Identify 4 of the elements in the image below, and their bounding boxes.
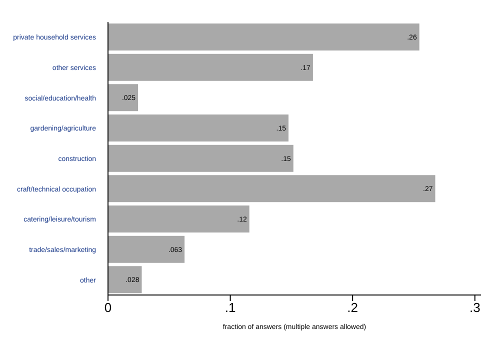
x-tick-label: .3: [469, 300, 480, 316]
x-tick-label: 0: [104, 300, 112, 316]
x-tick-label: .1: [224, 300, 236, 316]
x-tick-label: .2: [347, 300, 358, 316]
